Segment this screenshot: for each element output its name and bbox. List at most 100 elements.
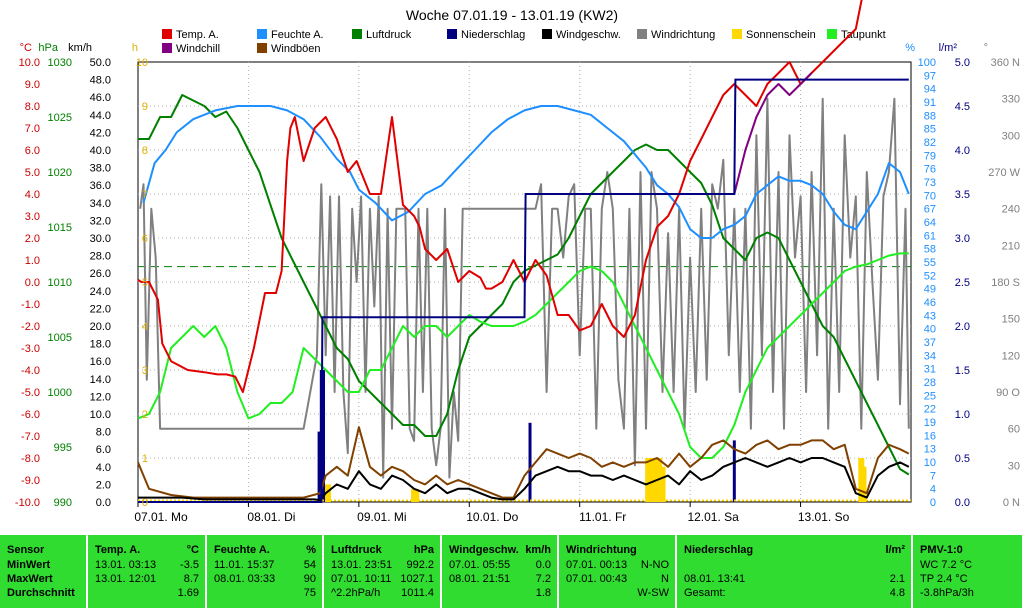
tick-label-precip: 4.5 [955,101,970,113]
stats-row-label: Durchschnitt [7,587,75,599]
tick-label-temp: 1.0 [25,255,40,267]
tick-label-precip: 3.5 [955,189,970,201]
tick-label-humidity: 55 [924,257,936,269]
tick-label-winddir: 270 W [988,167,1020,179]
stats-timestamp: 08.01. 03:33 [214,573,276,585]
legend-label: Niederschlag [461,29,525,41]
x-tick-label: 13.01. So [798,510,850,524]
tick-label-wind: 4.0 [96,462,111,474]
x-tick-label: 09.01. Mi [357,510,406,524]
tick-label-humidity: 97 [924,70,936,82]
axis-unit-temp: °C [20,42,32,54]
stats-value: 1027.1 [400,573,434,585]
tick-label-humidity: 40 [924,324,936,336]
tick-label-sunshine: 3 [142,365,148,377]
tick-label-humidity: 52 [924,270,936,282]
stats-header: Temp. A. [95,544,141,556]
tick-label-humidity: 91 [924,97,936,109]
tick-label-wind: 18.0 [90,339,111,351]
sunshine-bar [324,484,331,502]
tick-label-humidity: 46 [924,297,936,309]
stats-value: 75 [303,587,316,599]
legend-swatch [162,29,172,39]
tick-label-temp: 5.0 [25,167,40,179]
tick-label-humidity: 22 [924,404,936,416]
stats-timestamp: 08.01. 13:41 [684,573,746,585]
legend-label: Sonnenschein [746,29,816,41]
tick-label-pressure: 1020 [48,167,72,179]
tick-label-wind: 34.0 [90,198,111,210]
tick-label-precip: 3.0 [955,233,970,245]
axis-unit-humidity: % [905,42,915,54]
tick-label-humidity: 94 [924,84,936,96]
tick-label-precip: 2.0 [955,321,970,333]
legend-swatch [827,29,837,39]
sunshine-bar [648,458,655,502]
tick-label-humidity: 34 [924,350,936,362]
series-line-windgeschw [138,457,910,502]
tick-label-temp: 7.0 [25,123,40,135]
tick-label-wind: 10.0 [90,409,111,421]
tick-label-wind: 30.0 [90,233,111,245]
series-line-feuchte-a [142,105,910,239]
stats-timestamp: 11.01. 15:37 [214,559,275,571]
weather-chart: Woche 07.01.19 - 13.01.19 (KW2) Temp. A.… [15,0,1021,524]
tick-label-humidity: 37 [924,337,936,349]
tick-label-precip: 1.5 [955,365,970,377]
tick-label-humidity: 100 [918,57,936,69]
precip-bar [528,422,532,502]
statistics-panel: Sensor MinWert MaxWert Durchschnitt Temp. A.… [0,535,1024,608]
tick-label-temp: -1.0 [21,299,40,311]
axis-unit-winddir: ° [984,42,988,54]
tick-label-humidity: 16 [924,430,936,442]
stats-column: Temp. A. °C 13.01. 03:13 -3.5 13.01. 12:01 8.… [88,535,207,608]
legend-label: Feuchte A. [271,29,324,41]
stats-header: Windrichtung [566,544,637,556]
stats-value: 992.2 [406,559,434,571]
legend-label: Luftdruck [366,29,412,41]
tick-label-sunshine: 9 [142,101,148,113]
tick-label-winddir: 210 [1002,240,1020,252]
tick-label-precip: 0.5 [955,453,970,465]
tick-label-humidity: 58 [924,244,936,256]
stats-timestamp: 07.01. 10:11 [331,573,392,585]
tick-label-wind: 32.0 [90,215,111,227]
chart-legend: Temp. A. Feuchte A. Luftdruck Niederschlag W… [162,29,886,55]
chart-title: Woche 07.01.19 - 13.01.19 (KW2) [406,7,618,23]
tick-label-humidity: 70 [924,190,936,202]
stats-row-label: MinWert [7,559,51,571]
stats-timestamp: Gesamt: [684,587,726,599]
stats-row-label: -3.8hPa/3h [920,587,974,599]
tick-label-humidity: 25 [924,390,936,402]
tick-label-wind: 36.0 [90,180,111,192]
tick-label-humidity: 64 [924,217,936,229]
tick-label-humidity: 67 [924,204,936,216]
legend-label: Windchill [176,43,220,55]
tick-label-pressure: 1010 [48,277,72,289]
tick-label-temp: 3.0 [25,211,40,223]
tick-label-temp: -8.0 [21,453,40,465]
tick-label-humidity: 31 [924,364,936,376]
tick-label-wind: 50.0 [90,57,111,69]
tick-label-temp: 6.0 [25,145,40,157]
stats-value: 1.8 [535,587,551,599]
tick-label-humidity: 73 [924,177,936,189]
tick-label-wind: 22.0 [90,303,111,315]
stats-unit: l/m² [885,544,905,556]
tick-label-humidity: 10 [924,457,936,469]
tick-label-pressure: 1015 [48,222,72,234]
tick-label-sunshine: 0 [142,497,148,509]
tick-label-humidity: 4 [930,484,936,496]
tick-label-humidity: 79 [924,150,936,162]
stats-unit: °C [186,544,199,556]
stats-timestamp: ^2.2hPa/h [331,587,381,599]
stats-column: Feuchte A.% 11.01. 15:37 54 08.01. 03:33 90 7… [207,535,324,608]
tick-label-winddir: 90 O [996,387,1020,399]
tick-label-temp: -4.0 [21,365,40,377]
stats-value: 7.2 [535,573,551,585]
tick-label-temp: 4.0 [25,189,40,201]
tick-labels: 10.09.08.07.06.05.04.03.02.01.00.0-1.0-2… [15,57,1021,524]
tick-label-pressure: 1030 [48,57,72,69]
tick-label-wind: 12.0 [90,391,111,403]
stats-timestamp: 13.01. 03:13 [95,559,157,571]
